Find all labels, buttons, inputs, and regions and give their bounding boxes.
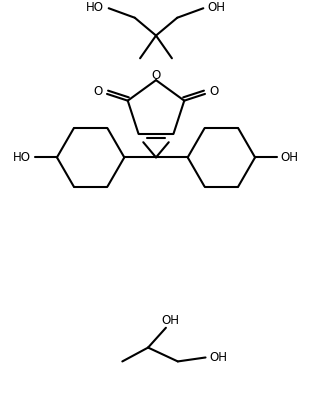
Text: O: O [209,85,218,98]
Text: O: O [94,85,103,98]
Text: HO: HO [13,151,31,164]
Text: HO: HO [86,1,104,14]
Text: O: O [151,69,161,82]
Text: OH: OH [209,351,228,364]
Text: OH: OH [162,314,180,327]
Text: OH: OH [281,151,299,164]
Text: OH: OH [207,1,225,14]
